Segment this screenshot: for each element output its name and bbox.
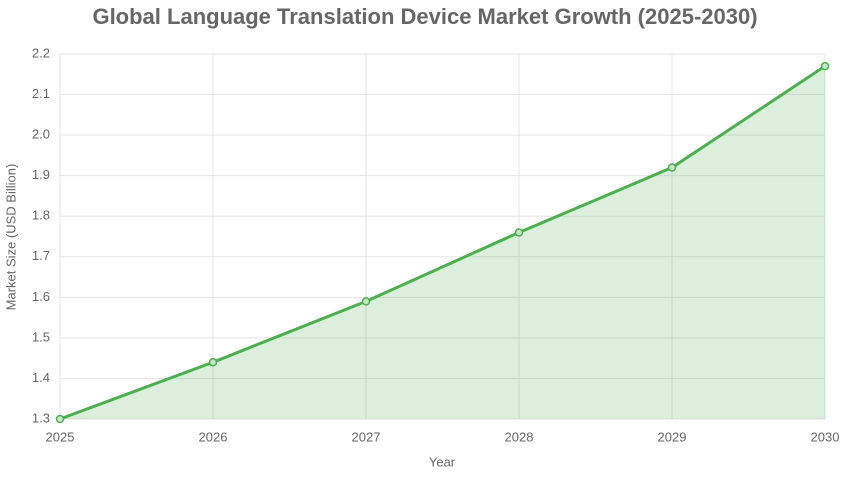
point <box>514 228 524 237</box>
y-tick-label: 1.5 <box>32 329 50 344</box>
x-tick-label: 2027 <box>352 429 381 444</box>
x-tick-label: 2025 <box>46 429 75 444</box>
y-tick-label: 1.7 <box>32 248 50 263</box>
point <box>55 414 65 424</box>
x-axis-title: Year <box>429 454 456 469</box>
x-tick-label: 2030 <box>811 429 840 444</box>
point <box>208 357 218 367</box>
point <box>667 163 677 172</box>
y-tick-label: 1.9 <box>32 167 50 182</box>
chart-title: Global Language Translation Device Marke… <box>92 4 757 29</box>
y-tick-label: 1.3 <box>32 410 50 425</box>
y-tick-label: 1.8 <box>32 208 50 223</box>
y-tick-label: 2.2 <box>32 45 50 60</box>
x-tick-label: 2029 <box>658 429 687 444</box>
x-tick-label: 2028 <box>505 429 534 444</box>
area <box>60 66 825 420</box>
y-tick-label: 1.4 <box>32 370 50 385</box>
y-tick-label: 2.1 <box>32 86 50 101</box>
y-tick-label: 2.0 <box>32 127 50 142</box>
y-axis-title: Market Size (USD Billion) <box>3 164 18 311</box>
x-tick-label: 2026 <box>199 429 228 444</box>
point <box>361 297 371 306</box>
y-tick-label: 1.6 <box>32 289 50 304</box>
point <box>820 61 830 71</box>
line <box>59 64 826 421</box>
